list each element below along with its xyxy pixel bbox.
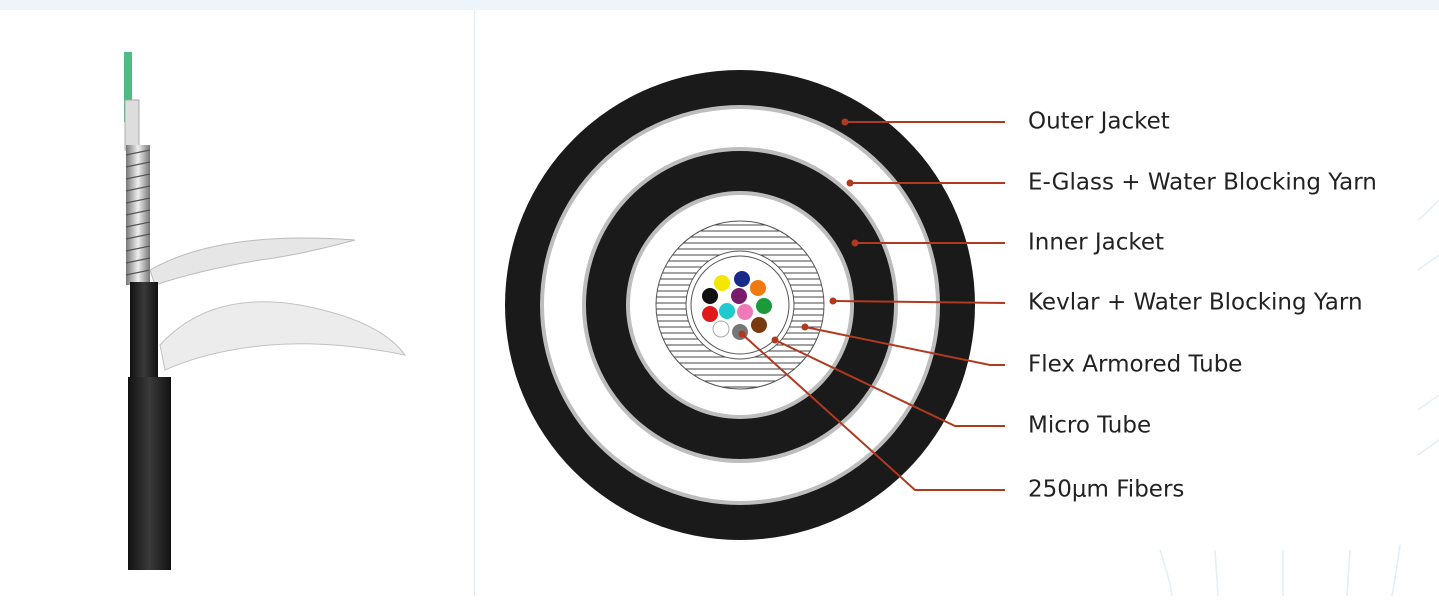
label: Micro Tube: [1028, 413, 1151, 439]
label: Inner Jacket: [1028, 230, 1164, 256]
label: Flex Armored Tube: [1028, 352, 1242, 378]
label: 250μm Fibers: [1028, 477, 1184, 503]
top-strip: [0, 0, 1439, 10]
cross-section: [505, 70, 975, 540]
label: E-Glass + Water Blocking Yarn: [1028, 170, 1377, 196]
page: Outer Jacket E-Glass + Water Blocking Ya…: [0, 0, 1439, 596]
label: Kevlar + Water Blocking Yarn: [1028, 290, 1363, 316]
decor-arcs: [1160, 200, 1439, 596]
label: Outer Jacket: [1028, 109, 1170, 135]
cable-photo: [124, 52, 405, 570]
